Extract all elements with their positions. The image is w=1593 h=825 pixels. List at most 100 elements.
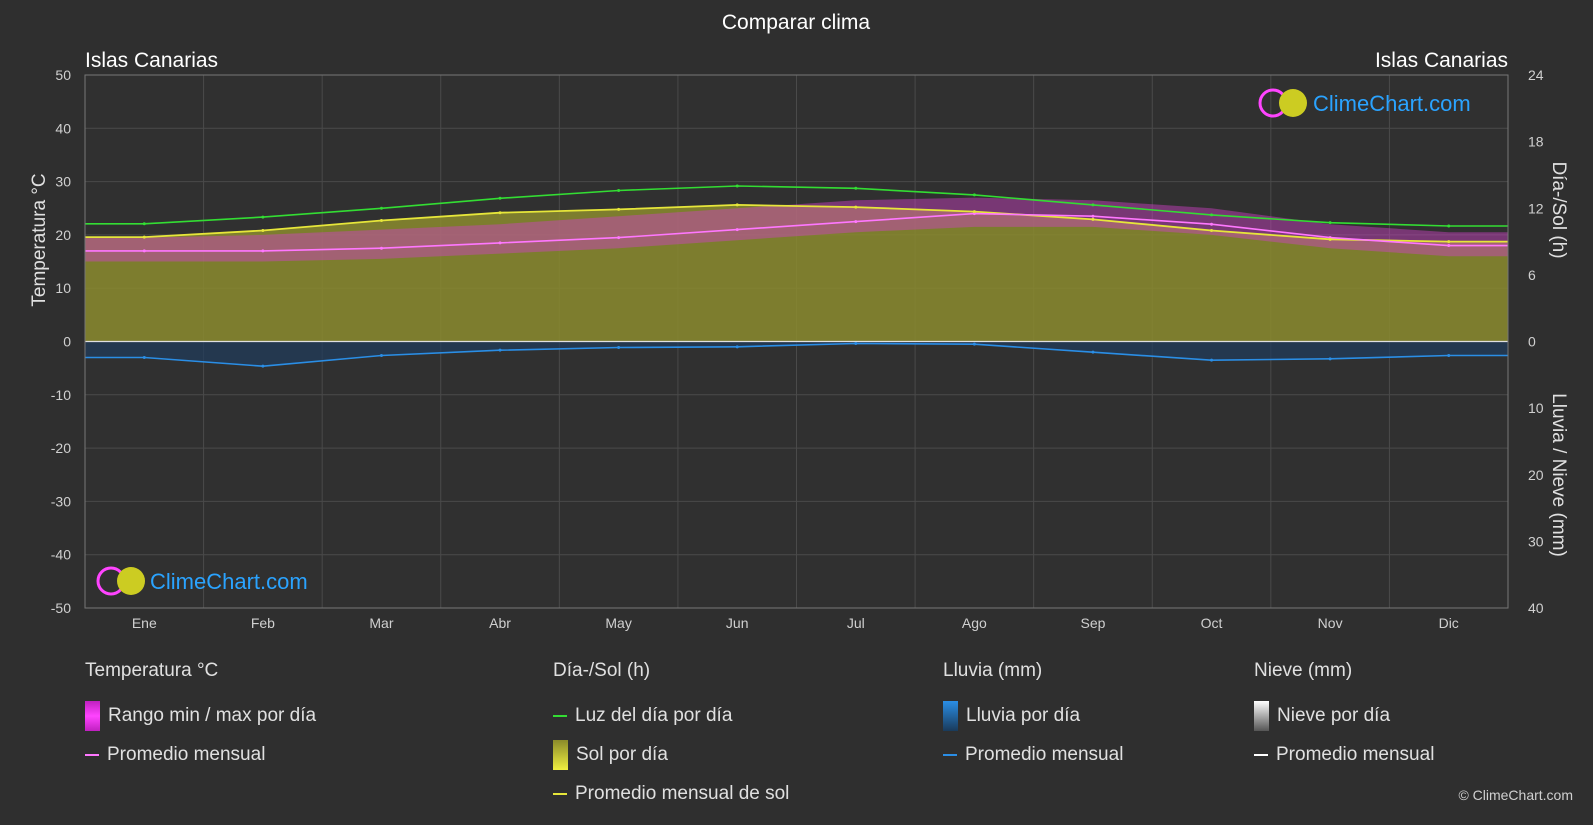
legend-sun: Día-/Sol (h) Luz del día por día Sol por… bbox=[553, 660, 789, 813]
legend-item-temp-avg: Promedio mensual bbox=[85, 735, 316, 774]
legend-label: Promedio mensual bbox=[965, 743, 1124, 765]
sun-avg-point bbox=[261, 228, 265, 232]
daylight-point bbox=[735, 184, 739, 188]
daylight-point bbox=[1210, 213, 1214, 217]
sun-avg-point bbox=[854, 205, 858, 209]
legend-label: Luz del día por día bbox=[575, 704, 733, 726]
temp-avg-point bbox=[617, 236, 621, 240]
daylight-point bbox=[972, 193, 976, 197]
temp-avg-line bbox=[85, 212, 1508, 252]
brand-text-bottom: ClimeChart.com bbox=[150, 569, 308, 594]
temp-avg-point bbox=[498, 241, 502, 245]
temp-avg-point bbox=[142, 249, 146, 253]
daylight-point bbox=[261, 215, 265, 219]
sun-avg-line bbox=[85, 203, 1508, 243]
x-tick-label: Feb bbox=[251, 615, 275, 631]
temp-avg-point bbox=[854, 220, 858, 224]
rain-avg-point bbox=[1328, 357, 1332, 361]
y-right-rain-tick-label: 20 bbox=[1528, 467, 1544, 483]
x-tick-label: Ene bbox=[132, 615, 157, 631]
sun-avg-point bbox=[1091, 217, 1095, 221]
daylight-point bbox=[379, 206, 383, 210]
legend-label: Nieve por día bbox=[1277, 704, 1391, 726]
x-tick-label: May bbox=[605, 615, 631, 631]
sun-avg-swatch bbox=[553, 792, 567, 795]
rain-avg-line bbox=[85, 342, 1508, 368]
y-left-tick-label: -10 bbox=[51, 387, 71, 403]
location-right: Islas Canarias bbox=[1375, 49, 1508, 72]
legend-item-sun-avg: Promedio mensual de sol bbox=[553, 774, 789, 813]
snow-swatch bbox=[1254, 700, 1269, 731]
y-left-tick-label: -30 bbox=[51, 493, 71, 509]
temp-avg-point bbox=[1447, 244, 1451, 248]
sun-avg-point bbox=[1210, 228, 1214, 232]
legend-item-snow-avg: Promedio mensual bbox=[1254, 735, 1434, 774]
legend-label: Promedio mensual bbox=[1276, 743, 1435, 765]
brand-logo-bottom: ClimeChart.com bbox=[96, 566, 308, 596]
temp-range-swatch bbox=[85, 700, 100, 731]
daylight-point bbox=[1447, 224, 1451, 228]
x-tick-label: Jul bbox=[847, 615, 865, 631]
y-right-hours-tick-label: 12 bbox=[1528, 200, 1544, 216]
y-left-tick-label: 40 bbox=[55, 120, 71, 136]
sun-avg-point bbox=[142, 235, 146, 239]
legend-rain: Lluvia (mm) Lluvia por día Promedio mens… bbox=[943, 660, 1123, 774]
daylight-point bbox=[617, 188, 621, 192]
rain-avg-swatch bbox=[943, 753, 957, 756]
temp-avg-point bbox=[1091, 214, 1095, 218]
rain-avg-point bbox=[1091, 350, 1095, 354]
x-tick-label: Sep bbox=[1080, 615, 1105, 631]
temp-avg-point bbox=[1210, 222, 1214, 226]
sun-avg-point bbox=[1447, 240, 1451, 244]
legend-item-temp-range: Rango min / max por día bbox=[85, 696, 316, 735]
sun-avg-point bbox=[379, 218, 383, 222]
legend-snow-head: Nieve (mm) bbox=[1254, 660, 1353, 681]
legend-temperature-head: Temperatura °C bbox=[85, 660, 219, 681]
sun-avg-point bbox=[498, 211, 502, 215]
legend-item-rain: Lluvia por día bbox=[943, 696, 1123, 735]
daylight-point bbox=[142, 222, 146, 226]
x-tick-label: Dic bbox=[1439, 615, 1459, 631]
temp-avg-swatch bbox=[85, 753, 99, 756]
y-left-tick-label: 20 bbox=[55, 227, 71, 243]
sun-avg-point bbox=[1328, 237, 1332, 241]
y-right-rain-tick-label: 40 bbox=[1528, 600, 1544, 616]
daylight-point bbox=[498, 196, 502, 200]
brand-text-top: ClimeChart.com bbox=[1313, 91, 1471, 116]
rain-avg-point bbox=[735, 345, 739, 349]
legend-label: Promedio mensual de sol bbox=[575, 782, 790, 804]
x-tick-label: Ago bbox=[962, 615, 987, 631]
legend-label: Rango min / max por día bbox=[108, 704, 317, 726]
y-left-tick-label: 0 bbox=[63, 334, 71, 350]
y-axis-right-bottom-label: Lluvia / Nieve (mm) bbox=[1548, 393, 1569, 557]
daylight-swatch bbox=[553, 714, 567, 717]
legend-item-sunshine: Sol por día bbox=[553, 735, 789, 774]
daylight-point bbox=[854, 186, 858, 190]
sunshine-area bbox=[85, 204, 1508, 342]
sun-avg-point bbox=[735, 203, 739, 207]
sun-avg-point bbox=[617, 207, 621, 211]
legend-item-daylight: Luz del día por día bbox=[553, 696, 789, 735]
snow-avg-swatch bbox=[1254, 753, 1268, 756]
x-tick-label: Mar bbox=[369, 615, 393, 631]
copyright: © ClimeChart.com bbox=[1458, 787, 1573, 803]
rain-avg-point bbox=[617, 345, 621, 349]
y-left-tick-label: -40 bbox=[51, 547, 71, 563]
daylight-point bbox=[1091, 203, 1095, 207]
temp-avg-point bbox=[379, 246, 383, 250]
legend-item-rain-avg: Promedio mensual bbox=[943, 735, 1123, 774]
legend-sun-head: Día-/Sol (h) bbox=[553, 660, 651, 681]
legend-temperature: Temperatura °C Rango min / max por día P… bbox=[85, 660, 316, 774]
y-right-hours-tick-label: 18 bbox=[1528, 134, 1544, 150]
temp-avg-point bbox=[261, 249, 265, 253]
x-tick-label: Nov bbox=[1318, 615, 1343, 631]
y-right-rain-tick-label: 10 bbox=[1528, 400, 1544, 416]
legend-label: Lluvia por día bbox=[966, 704, 1081, 726]
location-left: Islas Canarias bbox=[85, 49, 218, 72]
y-axis-right-top-label: Día-/Sol (h) bbox=[1548, 161, 1569, 258]
chart-title: Comparar clima bbox=[722, 11, 871, 34]
rain-avg-point bbox=[1447, 353, 1451, 357]
rain-area bbox=[85, 341, 1508, 367]
y-left-tick-label: -50 bbox=[51, 600, 71, 616]
